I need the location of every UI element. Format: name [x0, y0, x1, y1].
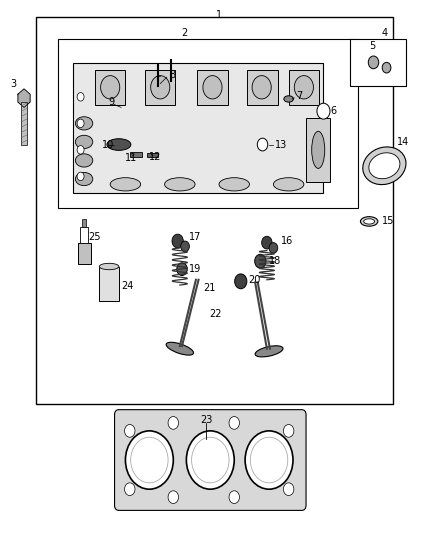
Text: 15: 15 [382, 216, 395, 227]
Circle shape [283, 424, 294, 437]
Circle shape [77, 146, 84, 154]
Ellipse shape [75, 135, 93, 149]
Text: 6: 6 [331, 106, 337, 116]
Circle shape [257, 138, 268, 151]
Text: 18: 18 [269, 256, 281, 266]
Ellipse shape [363, 147, 406, 184]
Ellipse shape [107, 139, 131, 150]
Text: 19: 19 [189, 264, 201, 274]
Text: 9: 9 [108, 97, 114, 107]
Text: 16: 16 [281, 236, 293, 246]
Text: 20: 20 [248, 274, 261, 285]
FancyBboxPatch shape [147, 152, 158, 157]
Circle shape [168, 417, 179, 429]
Ellipse shape [166, 342, 194, 355]
Circle shape [101, 76, 120, 99]
Bar [80, 227, 88, 243]
Circle shape [269, 243, 278, 253]
Circle shape [172, 234, 184, 248]
Circle shape [124, 483, 135, 496]
Circle shape [368, 56, 379, 69]
Ellipse shape [312, 131, 325, 168]
Ellipse shape [75, 154, 93, 167]
Circle shape [382, 62, 391, 73]
Text: 14: 14 [397, 137, 410, 147]
Text: 17: 17 [189, 232, 202, 243]
FancyBboxPatch shape [115, 410, 306, 511]
FancyBboxPatch shape [145, 70, 176, 105]
Text: 4: 4 [381, 28, 388, 38]
Ellipse shape [219, 177, 250, 191]
Ellipse shape [255, 346, 283, 357]
Text: 22: 22 [209, 309, 222, 319]
FancyBboxPatch shape [73, 63, 323, 193]
Ellipse shape [165, 177, 195, 191]
Circle shape [203, 76, 222, 99]
Circle shape [124, 424, 135, 437]
Ellipse shape [364, 219, 374, 224]
Ellipse shape [75, 117, 93, 130]
Text: 7: 7 [296, 91, 302, 101]
Bar [36, 17, 393, 405]
Circle shape [245, 431, 293, 489]
Text: 5: 5 [369, 42, 375, 52]
Text: 8: 8 [169, 70, 175, 79]
Ellipse shape [360, 216, 378, 226]
Circle shape [125, 431, 173, 489]
Polygon shape [18, 89, 30, 108]
Circle shape [252, 76, 271, 99]
Circle shape [177, 263, 187, 276]
Circle shape [229, 491, 240, 504]
FancyBboxPatch shape [306, 118, 330, 182]
Text: 1: 1 [216, 10, 222, 20]
Text: 24: 24 [121, 281, 134, 291]
FancyBboxPatch shape [197, 70, 228, 105]
Text: 12: 12 [148, 152, 161, 162]
Text: 2: 2 [181, 28, 187, 38]
Text: 10: 10 [102, 140, 114, 150]
Bar [82, 219, 86, 227]
Text: 11: 11 [125, 153, 138, 163]
Circle shape [283, 483, 294, 496]
Ellipse shape [284, 96, 293, 102]
FancyBboxPatch shape [130, 152, 142, 157]
Ellipse shape [369, 153, 400, 179]
FancyBboxPatch shape [95, 70, 125, 105]
Circle shape [251, 437, 288, 483]
Bar [350, 38, 406, 86]
Ellipse shape [75, 172, 93, 185]
Circle shape [235, 274, 247, 289]
Text: 21: 21 [203, 282, 215, 293]
Bar [58, 38, 358, 208]
Text: 25: 25 [88, 232, 101, 243]
Ellipse shape [273, 177, 304, 191]
Bar [99, 266, 119, 301]
Ellipse shape [99, 263, 119, 270]
Circle shape [181, 241, 189, 252]
Bar [21, 102, 27, 144]
Bar [78, 243, 91, 264]
Circle shape [131, 437, 168, 483]
Circle shape [261, 236, 272, 249]
Circle shape [186, 431, 234, 489]
Circle shape [77, 119, 84, 127]
Circle shape [294, 76, 314, 99]
Circle shape [77, 172, 84, 181]
FancyBboxPatch shape [289, 70, 319, 105]
Text: 23: 23 [200, 415, 212, 425]
Ellipse shape [110, 177, 141, 191]
FancyBboxPatch shape [247, 70, 278, 105]
Circle shape [254, 254, 266, 268]
Circle shape [229, 417, 240, 429]
Circle shape [77, 93, 84, 101]
Circle shape [191, 437, 229, 483]
Circle shape [168, 491, 179, 504]
Circle shape [151, 76, 170, 99]
Text: 13: 13 [275, 140, 287, 150]
Text: 3: 3 [10, 78, 16, 88]
Circle shape [317, 103, 330, 119]
